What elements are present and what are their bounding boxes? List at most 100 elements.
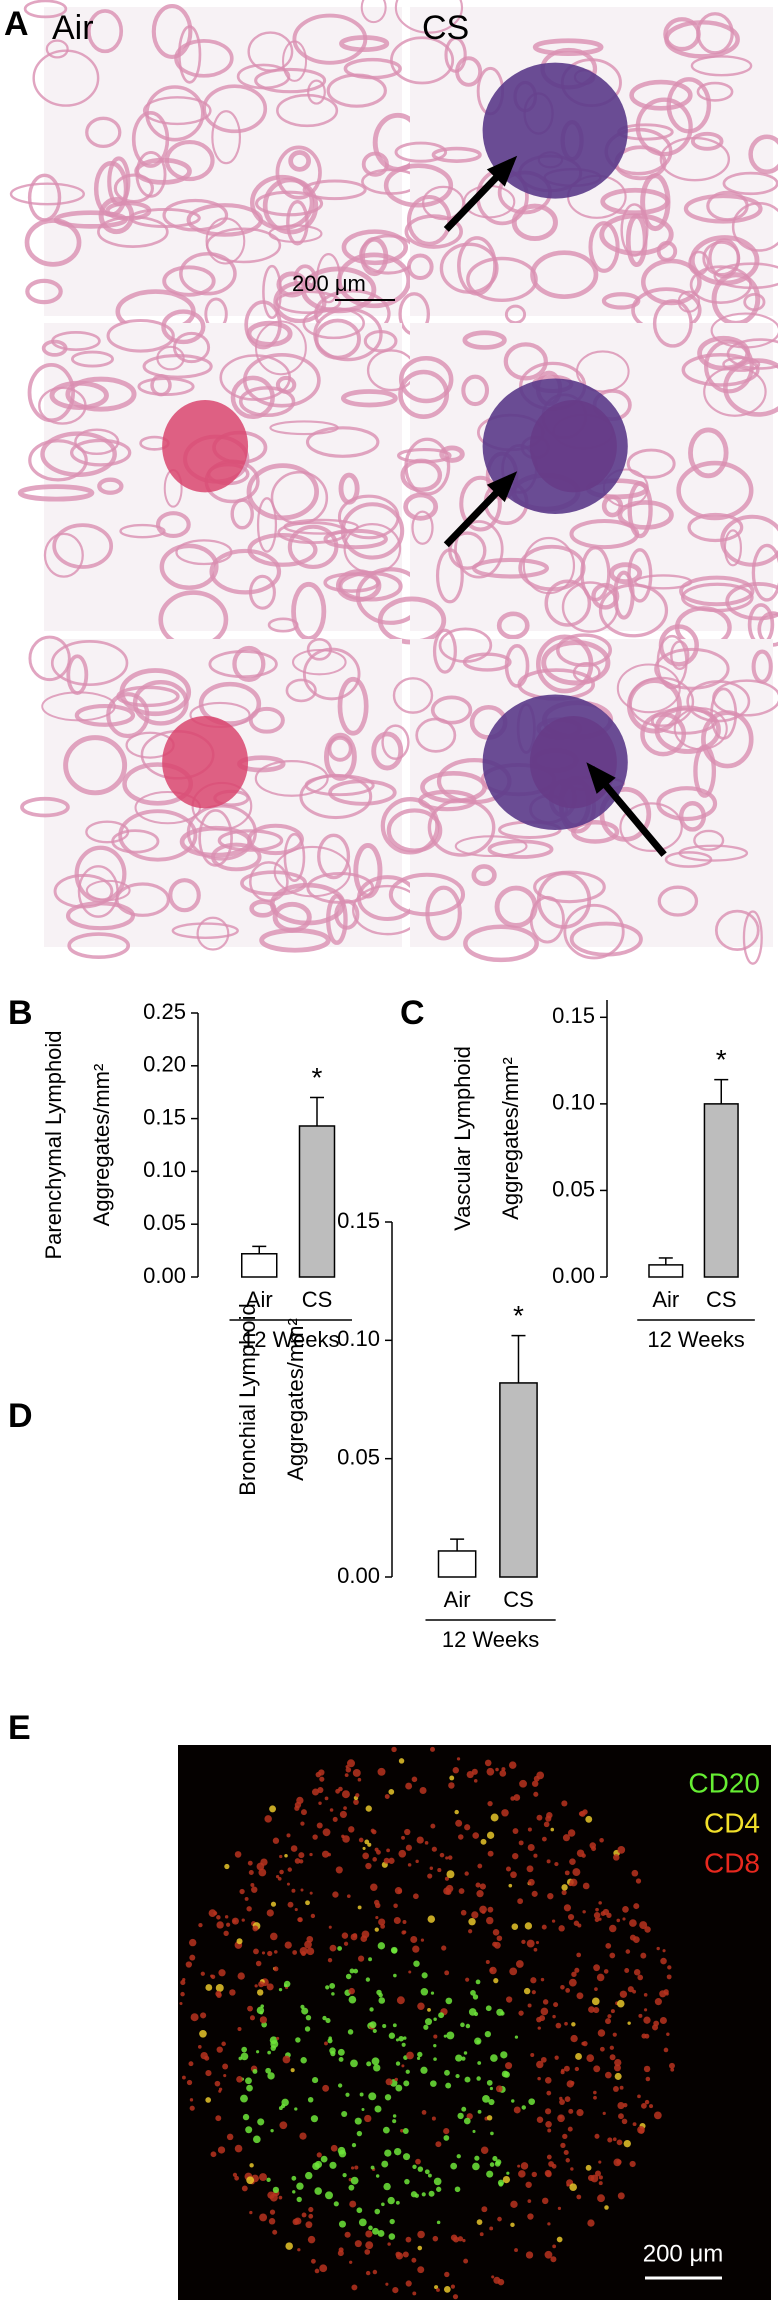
cell <box>463 2258 469 2264</box>
cell <box>294 2217 302 2225</box>
cell <box>244 1896 249 1901</box>
cell <box>420 2066 428 2074</box>
cell <box>472 2162 480 2171</box>
tissue <box>690 131 724 151</box>
cell <box>305 2171 313 2180</box>
tissue <box>658 624 699 667</box>
cell <box>237 2027 242 2032</box>
cell <box>547 2222 551 2226</box>
cell <box>574 1967 580 1973</box>
tissue <box>74 845 127 903</box>
cell <box>349 1968 355 1974</box>
cell <box>458 1888 465 1894</box>
tissue <box>299 773 373 820</box>
cell <box>312 2162 320 2171</box>
cell <box>452 1767 460 1774</box>
cell <box>279 2121 288 2130</box>
cell <box>433 2177 442 2186</box>
cell <box>560 1984 565 1990</box>
cell <box>638 2128 645 2134</box>
cell <box>512 1828 519 1834</box>
cell <box>654 1998 662 2006</box>
cell <box>338 2220 346 2228</box>
cell <box>597 2194 605 2203</box>
tissue <box>725 582 778 621</box>
cell <box>401 2042 406 2047</box>
cell <box>605 1942 612 1949</box>
cell <box>456 2154 461 2159</box>
cell <box>395 2061 401 2066</box>
cell <box>486 1916 494 1925</box>
cell <box>530 2053 535 2058</box>
cell <box>404 1828 411 1836</box>
cell <box>603 1969 609 1974</box>
tissue <box>616 663 681 714</box>
cell <box>382 2126 390 2134</box>
cell <box>392 2119 397 2124</box>
arrow-head <box>586 762 616 794</box>
cell <box>287 1901 294 1908</box>
cell <box>566 2080 574 2088</box>
cell <box>294 1805 300 1811</box>
tissue <box>28 439 88 482</box>
tissue <box>459 475 502 532</box>
cell <box>452 2294 459 2300</box>
histology-image <box>17 300 426 650</box>
tissue <box>155 511 191 539</box>
tissue <box>179 825 253 858</box>
tissue <box>511 203 558 242</box>
cell <box>395 2200 400 2205</box>
cell <box>554 2055 559 2060</box>
y-tick-label: 0.05 <box>143 1210 186 1235</box>
tissue <box>670 640 690 671</box>
cell <box>643 2065 651 2073</box>
cell <box>481 1910 486 1914</box>
cell <box>668 2062 675 2069</box>
cell <box>294 1907 298 1912</box>
cell <box>514 2248 518 2253</box>
cell <box>568 1978 577 1987</box>
cell <box>593 1912 601 1919</box>
tissue <box>751 543 778 602</box>
cell <box>464 2076 471 2083</box>
tissue <box>386 808 443 853</box>
cell <box>246 1906 252 1912</box>
tissue <box>397 447 452 464</box>
cell <box>295 2037 301 2043</box>
cell <box>264 1815 272 1823</box>
cell <box>621 2118 628 2125</box>
cell <box>499 1769 507 1777</box>
tissue <box>640 173 671 232</box>
cell <box>287 1867 292 1872</box>
tissue <box>52 523 114 569</box>
cell <box>542 1999 549 2005</box>
cell <box>286 1833 291 1838</box>
tissue <box>635 97 693 157</box>
cell <box>226 1922 231 1927</box>
cell <box>392 2287 399 2294</box>
cell <box>404 2178 410 2185</box>
cell <box>359 2092 364 2097</box>
cell <box>576 1952 582 1958</box>
cell <box>398 1758 405 1764</box>
cell <box>249 2015 255 2021</box>
tissue <box>663 17 701 52</box>
cell <box>298 1852 305 1859</box>
panel-letter: D <box>8 1397 33 1435</box>
cell <box>393 1916 401 1924</box>
cell <box>381 2202 385 2207</box>
tissue <box>159 543 219 590</box>
cell <box>604 2205 609 2210</box>
cell <box>266 2177 271 2183</box>
cell <box>567 1913 575 1921</box>
cell <box>417 2245 423 2251</box>
cell <box>382 2023 387 2029</box>
cell <box>576 1992 584 2000</box>
cell <box>402 2251 409 2258</box>
cell <box>311 1788 319 1796</box>
cell <box>253 1948 259 1955</box>
tissue <box>341 229 409 266</box>
cell <box>623 2139 631 2148</box>
cell <box>473 2011 479 2017</box>
cell <box>417 2230 425 2239</box>
